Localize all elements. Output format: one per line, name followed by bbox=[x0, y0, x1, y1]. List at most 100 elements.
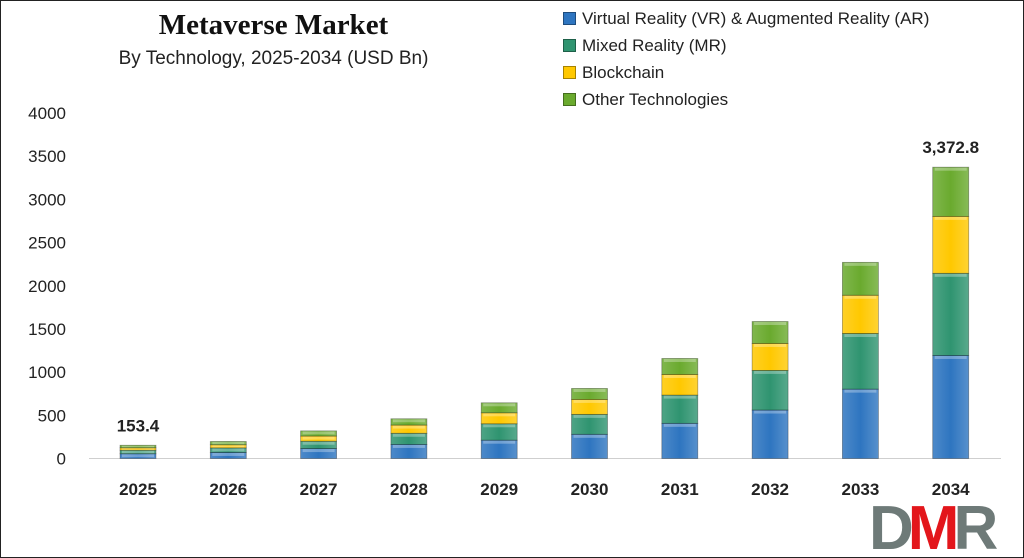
bar-segment bbox=[751, 343, 789, 371]
legend-item: Blockchain bbox=[563, 59, 929, 86]
bar-segment bbox=[480, 402, 518, 414]
bar-bevel bbox=[122, 454, 154, 458]
legend-item: Other Technologies bbox=[563, 86, 929, 113]
x-tick-label: 2033 bbox=[841, 480, 879, 499]
bar-bevel bbox=[212, 445, 245, 448]
bar-bevel bbox=[844, 334, 877, 338]
bar-bevel bbox=[844, 389, 877, 393]
legend: Virtual Reality (VR) & Augmented Reality… bbox=[563, 5, 929, 113]
bar-segment bbox=[932, 215, 970, 274]
x-tick-label: 2028 bbox=[390, 480, 428, 499]
legend-label: Other Technologies bbox=[582, 89, 729, 109]
bar-bevel bbox=[573, 399, 606, 403]
legend-swatch bbox=[563, 39, 576, 52]
logo-letter: M bbox=[907, 494, 960, 558]
bar-bevel bbox=[392, 425, 425, 429]
bar-bevel bbox=[483, 424, 516, 428]
bar-bevel bbox=[754, 410, 787, 414]
bar-segment bbox=[300, 430, 338, 437]
bar-bevel bbox=[302, 431, 335, 435]
bar-bevel bbox=[844, 295, 877, 299]
legend-swatch bbox=[563, 12, 576, 25]
y-tick-label: 4000 bbox=[28, 104, 66, 123]
bar-bevel bbox=[573, 434, 606, 438]
bar-bevel bbox=[754, 343, 787, 347]
bar-bevel bbox=[934, 167, 967, 171]
bar-bevel bbox=[302, 436, 335, 440]
bar-bevel bbox=[663, 395, 696, 399]
bar-bevel bbox=[392, 444, 425, 448]
bar-segment bbox=[751, 321, 789, 344]
x-tick-label: 2025 bbox=[119, 480, 157, 499]
x-tick-label: 2031 bbox=[661, 480, 699, 499]
legend-label: Blockchain bbox=[582, 62, 665, 82]
bar-bevel bbox=[663, 374, 696, 378]
y-tick-label: 3500 bbox=[28, 147, 66, 166]
bar-segment bbox=[571, 388, 608, 400]
bar-bevel bbox=[573, 388, 606, 392]
legend-label: Virtual Reality (VR) & Augmented Reality… bbox=[582, 8, 930, 28]
y-tick-label: 2000 bbox=[28, 277, 66, 296]
bar-bevel bbox=[483, 403, 516, 407]
bar-segment bbox=[751, 369, 789, 411]
chart-title: Metaverse Market bbox=[158, 9, 389, 41]
data-label: 3,372.8 bbox=[922, 138, 979, 157]
bar-bevel bbox=[122, 445, 154, 448]
dmr-logo: DMR bbox=[869, 498, 998, 558]
bar-bevel bbox=[302, 449, 335, 453]
logo-letter: R bbox=[953, 494, 998, 558]
bar-segment bbox=[932, 166, 970, 217]
bar-segment bbox=[300, 435, 338, 442]
bar-bevel bbox=[573, 414, 606, 418]
bar-segment bbox=[661, 358, 699, 375]
y-tick-label: 1000 bbox=[28, 363, 66, 382]
bar-bevel bbox=[483, 440, 516, 444]
legend-item: Virtual Reality (VR) & Augmented Reality… bbox=[563, 5, 929, 32]
bar-bevel bbox=[934, 216, 967, 220]
bar-bevel bbox=[754, 322, 787, 326]
x-tick-label: 2027 bbox=[300, 480, 338, 499]
bar-bevel bbox=[122, 448, 154, 450]
y-tick-label: 2500 bbox=[28, 234, 66, 253]
bar-segment bbox=[932, 355, 970, 459]
bar-bevel bbox=[754, 370, 787, 374]
bar-segment bbox=[571, 433, 608, 459]
bar-bevel bbox=[934, 355, 967, 359]
bar-bevel bbox=[302, 441, 335, 445]
chart-subtitle: By Technology, 2025-2034 (USD Bn) bbox=[118, 48, 429, 69]
y-tick-label: 0 bbox=[57, 450, 66, 469]
bar-bevel bbox=[392, 419, 425, 423]
legend-label: Mixed Reality (MR) bbox=[582, 35, 727, 55]
bar-bevel bbox=[212, 452, 245, 456]
x-tick-label: 2032 bbox=[751, 480, 789, 499]
y-tick-label: 3000 bbox=[28, 190, 66, 209]
bar-segment bbox=[932, 272, 970, 356]
bar-segment bbox=[119, 444, 157, 449]
bar-bevel bbox=[663, 423, 696, 427]
legend-swatch bbox=[563, 93, 576, 106]
bar-segment bbox=[842, 294, 879, 334]
bar-segment bbox=[842, 261, 879, 296]
data-label: 153.4 bbox=[117, 416, 160, 435]
bar-bevel bbox=[934, 273, 967, 277]
y-tick-label: 500 bbox=[38, 406, 66, 425]
bar-segment bbox=[209, 441, 247, 446]
bar-bevel bbox=[122, 450, 154, 454]
legend-swatch bbox=[563, 66, 576, 79]
bar-bevel bbox=[212, 441, 245, 445]
bar-bevel bbox=[483, 413, 516, 417]
bar-segment bbox=[119, 449, 157, 455]
bar-segment bbox=[751, 409, 789, 459]
x-tick-label: 2034 bbox=[932, 480, 970, 499]
x-tick-label: 2026 bbox=[209, 480, 247, 499]
bar-segment bbox=[390, 418, 428, 426]
bar-segment bbox=[842, 388, 879, 459]
legend-item: Mixed Reality (MR) bbox=[563, 32, 929, 59]
bar-segment bbox=[661, 394, 699, 424]
x-tick-label: 2029 bbox=[480, 480, 518, 499]
bar-bevel bbox=[844, 262, 877, 266]
logo-letter: D bbox=[869, 494, 914, 558]
bar-bevel bbox=[212, 448, 245, 452]
y-tick-label: 1500 bbox=[28, 320, 66, 339]
